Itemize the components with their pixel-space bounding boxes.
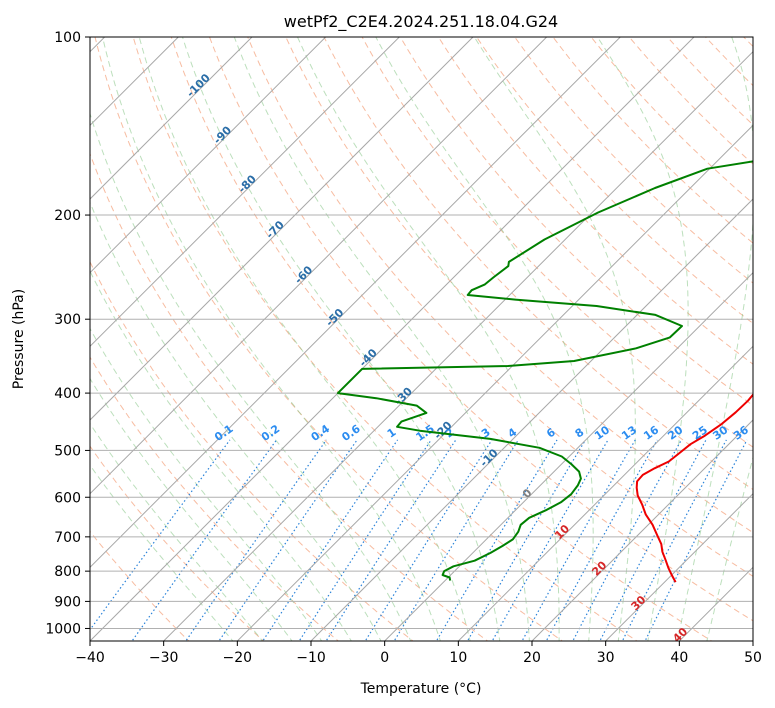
isotherm-line — [236, 124, 753, 641]
profiles — [336, 160, 753, 583]
y-tick-label: 600 — [54, 490, 81, 506]
dewpoint-profile — [336, 160, 753, 581]
dry-adiabat-line — [90, 260, 414, 641]
pressure-gridlines — [90, 37, 753, 629]
x-tick-label: 30 — [597, 650, 615, 666]
x-tick-label: −10 — [296, 650, 326, 666]
x-tick-label: 10 — [449, 650, 467, 666]
x-tick-label: 20 — [523, 650, 541, 666]
x-tick-label: 0 — [380, 650, 389, 666]
mixing-ratio-line — [572, 439, 682, 641]
y-tick-label: 100 — [54, 30, 81, 46]
moist-adiabat-line — [90, 201, 382, 641]
temperature-profile — [635, 393, 753, 583]
isotherm-line — [90, 37, 474, 421]
y-tick-label: 300 — [54, 312, 81, 328]
mixing-ratio-line — [298, 439, 432, 641]
isotherm-line — [90, 37, 401, 348]
mixing-ratio-line — [545, 439, 658, 641]
isotherm-line — [162, 50, 753, 641]
plot-frame — [89, 36, 754, 642]
mixing-ratio-line — [325, 439, 457, 641]
moist-adiabat-line — [90, 270, 352, 641]
x-tick-label: 50 — [744, 650, 762, 666]
isotherm-line — [310, 198, 753, 641]
isotherm-line — [457, 345, 753, 641]
y-tick-label: 700 — [54, 530, 81, 546]
y-tick-label: 200 — [54, 208, 81, 224]
mixing-ratio-line — [491, 439, 609, 641]
isotherm-line — [531, 419, 753, 641]
mixing-ratio-line — [131, 439, 278, 641]
axis-ticks: −40 −30 −20 −10 0 10 20 30 40 50 100 200 300 400 500 60… — [45, 30, 762, 666]
y-tick-label: 800 — [54, 564, 81, 580]
dry-adiabat-line — [90, 152, 489, 641]
moist-adiabat-line — [90, 377, 293, 641]
mixing-ratio-line — [435, 439, 558, 641]
x-tick-label: −30 — [149, 650, 179, 666]
mixing-ratio-line — [599, 439, 707, 641]
x-axis-label: Temperature (°C) — [360, 681, 482, 697]
x-tick-label: −40 — [75, 650, 105, 666]
isotherm-line — [90, 37, 327, 274]
y-tick-label: 1000 — [45, 621, 81, 637]
y-tick-label: 400 — [54, 386, 81, 402]
y-tick-label: 500 — [54, 443, 81, 459]
chart-title: wetPf2_C2E4.2024.251.18.04.G24 — [284, 12, 558, 32]
isotherm-line — [90, 37, 548, 495]
x-tick-label: 40 — [670, 650, 688, 666]
isotherm-line — [604, 492, 753, 641]
mixing-ratio-line — [364, 439, 493, 641]
y-tick-label: 900 — [54, 594, 81, 610]
x-tick-label: −20 — [223, 650, 253, 666]
mixing-ratio-line — [393, 439, 519, 641]
isotherm-line — [90, 37, 695, 641]
moist-adiabat-line — [90, 464, 234, 641]
mixing-ratio-line — [262, 439, 399, 641]
y-axis-label: Pressure (hPa) — [11, 289, 27, 389]
isotherm-line — [90, 37, 622, 569]
moist-adiabat-line — [90, 422, 264, 641]
isotherm-line — [90, 37, 253, 200]
isotherm-line — [383, 271, 753, 641]
